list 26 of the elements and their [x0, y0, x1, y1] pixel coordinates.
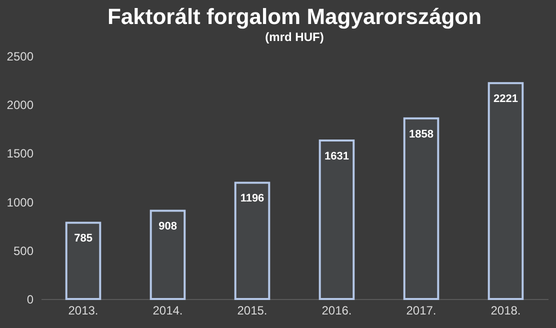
bar — [488, 82, 524, 300]
x-tick-label: 2014. — [152, 304, 183, 318]
x-tick-label: 2017. — [406, 304, 436, 318]
x-tick-label: 2013. — [68, 304, 98, 318]
x-tick-label: 2018. — [490, 304, 521, 318]
bar — [403, 117, 440, 300]
y-tick-label: 0 — [26, 292, 34, 306]
data-label: 908 — [158, 220, 177, 233]
y-tick-label: 1000 — [6, 195, 34, 210]
bar — [150, 210, 186, 300]
data-label: 1196 — [240, 192, 264, 205]
data-label: 2221 — [494, 93, 518, 106]
chart-title: Faktorált forgalom Magyarországon — [107, 4, 482, 29]
bar — [234, 182, 270, 300]
bar — [318, 139, 355, 300]
y-tick-label: 2000 — [6, 98, 34, 112]
chart-subtitle: (mrd HUF) — [265, 30, 324, 44]
y-tick-label: 1500 — [6, 146, 34, 161]
bar — [65, 222, 102, 300]
y-tick-label: 2500 — [6, 50, 34, 64]
y-tick-label: 500 — [13, 244, 34, 258]
data-label: 1858 — [409, 128, 434, 140]
x-tick-label: 2016. — [322, 304, 352, 318]
data-label: 1631 — [324, 150, 349, 162]
x-tick-label: 2015. — [237, 304, 268, 318]
data-label: 785 — [74, 232, 92, 245]
